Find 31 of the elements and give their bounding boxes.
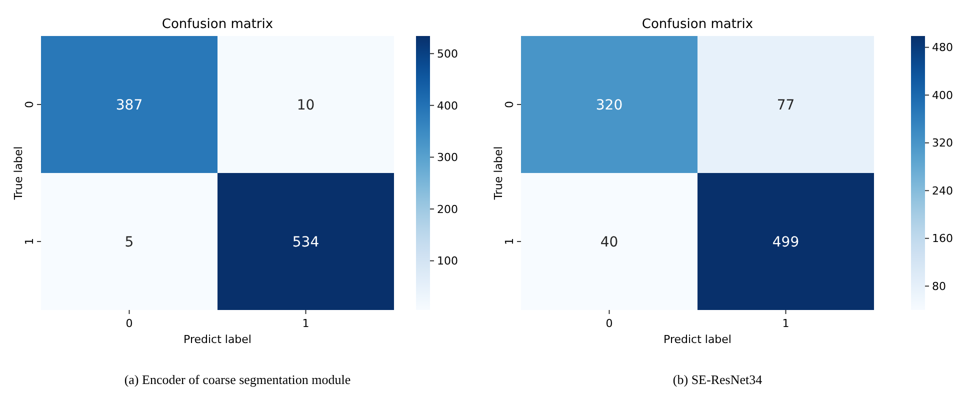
data-label: 10 bbox=[296, 97, 315, 114]
color-bar-label: 320 bbox=[932, 136, 953, 150]
color-bar-label: 160 bbox=[932, 232, 953, 246]
chart-title: Confusion matrix bbox=[642, 17, 754, 32]
x-tick-label: 1 bbox=[782, 317, 790, 330]
data-label: 534 bbox=[292, 234, 320, 250]
y-axis-title: True label bbox=[12, 146, 25, 201]
data-label: 499 bbox=[772, 234, 800, 250]
x-axis-title: Predict label bbox=[664, 333, 732, 346]
x-axis-title: Predict label bbox=[184, 333, 252, 346]
color-bar-label: 100 bbox=[437, 254, 458, 268]
data-label: 77 bbox=[776, 97, 795, 114]
color-bar-label: 300 bbox=[437, 151, 458, 164]
x-tick-label: 1 bbox=[302, 317, 310, 330]
color-bar-label: 400 bbox=[437, 99, 458, 112]
color-bar-label: 200 bbox=[437, 202, 458, 216]
data-label: 320 bbox=[596, 97, 623, 114]
text: (a) Encoder of coarse segmentation module bbox=[124, 372, 351, 387]
x-tick-label: 0 bbox=[606, 317, 613, 330]
chart-title: Confusion matrix bbox=[162, 17, 274, 32]
text: (b) SE-ResNet34 bbox=[672, 372, 763, 387]
color-bar-label: 500 bbox=[437, 47, 458, 60]
x-tick-label: 0 bbox=[126, 317, 133, 330]
color-bar-label: 240 bbox=[932, 184, 953, 198]
y-axis-title: True label bbox=[492, 146, 505, 201]
color-bar-label: 480 bbox=[932, 41, 953, 54]
data-label: 387 bbox=[116, 97, 143, 114]
color-bar-label: 400 bbox=[932, 88, 953, 102]
data-label: 40 bbox=[600, 234, 618, 250]
color-bar-label: 80 bbox=[932, 280, 946, 293]
data-label: 5 bbox=[124, 234, 134, 250]
